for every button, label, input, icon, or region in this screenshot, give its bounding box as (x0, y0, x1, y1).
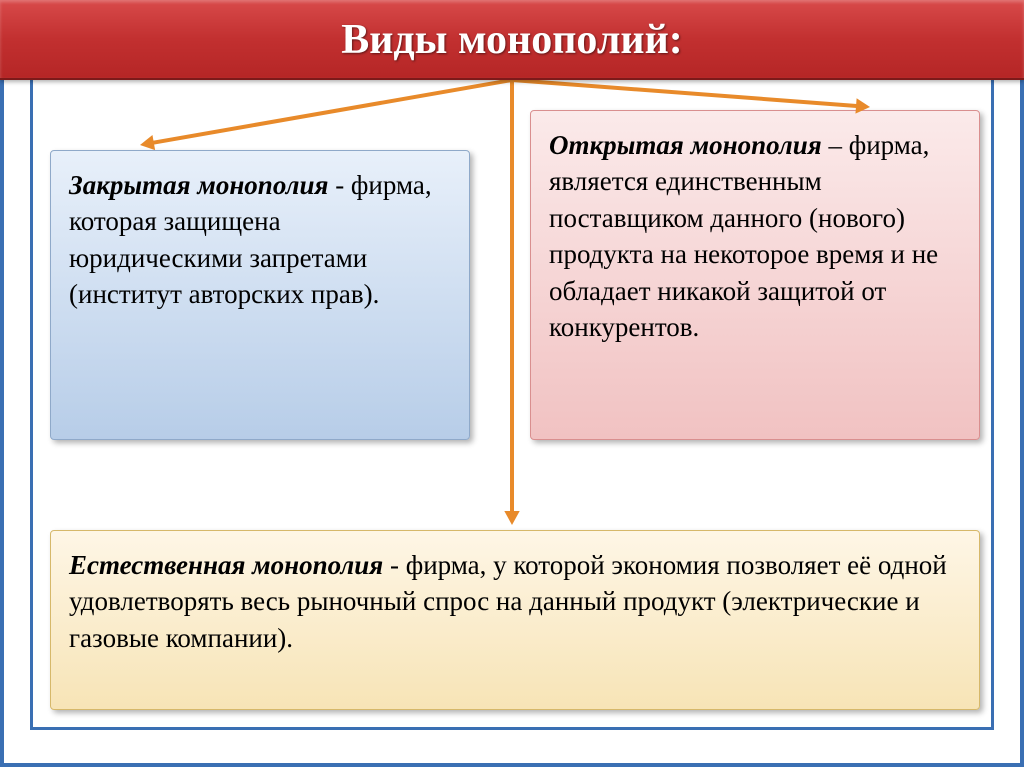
box-natural-title: Естественная монополия (69, 550, 383, 580)
box-open-title: Открытая монополия (549, 130, 822, 160)
box-closed-title: Закрытая монополия (69, 170, 328, 200)
slide-title: Виды монополий: (0, 0, 1024, 80)
box-closed-monopoly: Закрытая монополия - фирма, которая защи… (50, 150, 470, 440)
box-natural-monopoly: Естественная монополия - фирма, у которо… (50, 530, 980, 710)
box-open-monopoly: Открытая монополия – фирма, является еди… (530, 110, 980, 440)
box-open-text: – фирма, является единственным поставщик… (549, 130, 938, 342)
slide: Виды монополий: Закрытая монополия - фир… (0, 0, 1024, 767)
